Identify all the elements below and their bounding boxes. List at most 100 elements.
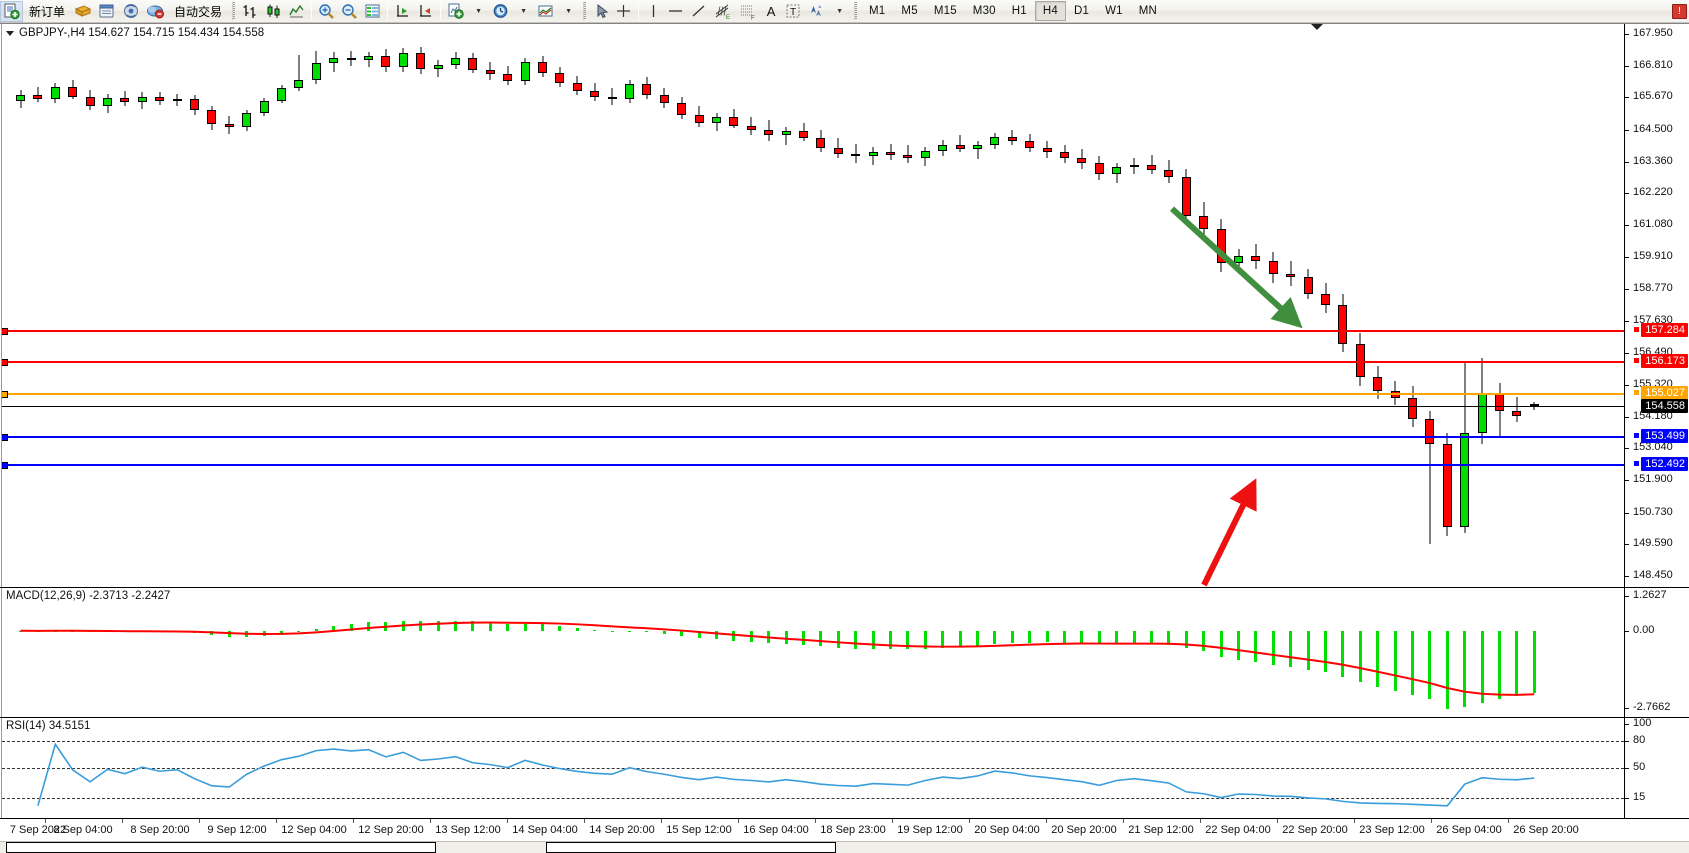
- candle-body: [16, 95, 25, 101]
- new-order-icon[interactable]: [0, 0, 23, 22]
- price-tick-label: 163.360: [1633, 154, 1673, 167]
- candle-body: [346, 57, 356, 61]
- candlestick: [1338, 24, 1348, 587]
- status-cell-left: [6, 842, 436, 853]
- timeframe-h4[interactable]: H4: [1034, 1, 1066, 21]
- periods-dropdown-caret[interactable]: ▼: [520, 7, 527, 15]
- macd-axis[interactable]: 1.2627 0.00 -2.7662: [1624, 588, 1689, 717]
- macd-histogram-bar: [645, 631, 649, 633]
- rsi-plot-area[interactable]: [2, 718, 1624, 818]
- timeframe-m30[interactable]: M30: [972, 5, 996, 17]
- text-label-icon[interactable]: T: [782, 1, 804, 22]
- equidistant-channel-icon[interactable]: E: [710, 1, 735, 22]
- macd-histogram-bar: [1219, 631, 1223, 657]
- toolbar-separator: [232, 2, 236, 20]
- templates-icon[interactable]: [534, 1, 557, 22]
- indicators-dropdown-caret[interactable]: ▼: [475, 7, 482, 15]
- macd-histogram-bar: [610, 631, 614, 633]
- zoom-out-icon[interactable]: [338, 1, 361, 22]
- price-tag-resistance-upper[interactable]: 157.284: [1633, 323, 1688, 338]
- price-plot-area[interactable]: [2, 24, 1624, 587]
- candle-body: [1268, 260, 1278, 275]
- svg-text:T: T: [790, 7, 796, 18]
- fibonacci-icon[interactable]: F: [735, 1, 760, 22]
- auto-trading-button[interactable]: 自动交易: [168, 1, 228, 22]
- timeframe-m15[interactable]: M15: [933, 5, 957, 17]
- terminal-icon[interactable]: [95, 1, 119, 22]
- timeframe-m5[interactable]: M5: [901, 5, 918, 17]
- indicators-icon[interactable]: [444, 1, 467, 22]
- time-axis[interactable]: 7 Sep 2022 8 Sep 04:00 8 Sep 20:00 9 Sep 12…: [0, 819, 1689, 842]
- candle-body: [1477, 393, 1487, 433]
- candle-wick: [785, 127, 787, 146]
- data-window-icon[interactable]: [361, 1, 384, 22]
- wallet-icon[interactable]: [71, 1, 95, 22]
- price-line-support-upper[interactable]: [2, 433, 1624, 441]
- candlestick-chart-icon[interactable]: [262, 1, 285, 22]
- price-axis[interactable]: 167.950 166.810 165.670 164.500 163.360 162.2…: [1624, 24, 1689, 587]
- price-line-pivot-level[interactable]: [2, 391, 1624, 399]
- price-line-support-lower[interactable]: [2, 461, 1624, 469]
- templates-dropdown-caret[interactable]: ▼: [565, 7, 572, 15]
- macd-histogram-bar: [123, 631, 127, 633]
- price-tag-current-price[interactable]: 154.558: [1641, 399, 1688, 414]
- price-tag-pivot-level[interactable]: 155.027: [1633, 386, 1688, 401]
- timeframe-m1[interactable]: M1: [869, 5, 886, 17]
- macd-histogram-bar: [262, 631, 266, 636]
- trendline-icon[interactable]: [687, 1, 710, 22]
- autotrading-icon[interactable]: [143, 1, 168, 22]
- auto-scroll-icon[interactable]: [391, 1, 414, 22]
- chart-shift-marker-icon[interactable]: [1311, 24, 1323, 30]
- price-line-handle[interactable]: [2, 461, 8, 469]
- chart-shift-icon[interactable]: [414, 1, 437, 22]
- price-tick-label: 150.730: [1633, 505, 1673, 518]
- metaquotes-id-icon[interactable]: [119, 1, 143, 22]
- shapes-arrows-icon[interactable]: [804, 1, 828, 22]
- price-line-resistance-lower[interactable]: [2, 359, 1624, 367]
- macd-histogram-bar: [419, 620, 423, 632]
- candlestick: [381, 24, 391, 587]
- price-line-handle[interactable]: [2, 328, 8, 336]
- price-line-resistance-upper[interactable]: [2, 328, 1624, 336]
- price-line-handle[interactable]: [2, 359, 8, 367]
- candlestick: [155, 24, 165, 587]
- text-icon[interactable]: A: [766, 3, 776, 19]
- candlestick: [607, 24, 617, 587]
- macd-pane[interactable]: MACD(12,26,9) -2.3713 -2.2427 1.2627 0.00…: [0, 588, 1689, 718]
- crosshair-icon[interactable]: [612, 1, 635, 22]
- vertical-line-icon[interactable]: [642, 1, 664, 22]
- chart-menu-caret-icon[interactable]: [6, 30, 14, 36]
- candle-body: [973, 145, 982, 150]
- candle-body: [538, 61, 547, 73]
- price-tag-support-lower[interactable]: 152.492: [1633, 456, 1688, 471]
- rsi-axis[interactable]: 100 80 50 15: [1624, 717, 1689, 818]
- time-tick: [45, 819, 46, 823]
- alert-badge-icon[interactable]: !: [1672, 3, 1687, 19]
- price-tag-support-upper[interactable]: 153.499: [1633, 428, 1688, 443]
- horizontal-line-icon[interactable]: [664, 1, 687, 22]
- zoom-in-icon[interactable]: [315, 1, 338, 22]
- timeframe-h1[interactable]: H1: [1011, 5, 1027, 17]
- price-tag-resistance-lower[interactable]: 156.173: [1633, 354, 1688, 369]
- price-line-handle[interactable]: [2, 391, 8, 399]
- candlestick: [433, 24, 443, 587]
- rsi-pane[interactable]: RSI(14) 34.5151 100 80 50 15: [0, 717, 1689, 819]
- timeframe-w1[interactable]: W1: [1105, 5, 1123, 17]
- new-order-button[interactable]: 新订单: [23, 1, 71, 22]
- cursor-icon[interactable]: [590, 1, 612, 22]
- macd-plot-area[interactable]: [2, 588, 1624, 717]
- bar-chart-icon[interactable]: [239, 1, 262, 22]
- time-axis-label: 26 Sep 20:00: [1513, 824, 1579, 836]
- candlestick: [1321, 24, 1330, 587]
- candle-body: [33, 95, 43, 100]
- shapes-dropdown-caret[interactable]: ▼: [836, 7, 843, 15]
- price-line-handle[interactable]: [2, 433, 8, 441]
- timeframe-mn[interactable]: MN: [1138, 5, 1158, 17]
- macd-histogram-bar: [332, 625, 336, 632]
- periods-icon[interactable]: [489, 1, 512, 22]
- price-pane[interactable]: GBPJPY-,H4 154.627 154.715 154.434 154.5…: [0, 24, 1689, 588]
- price-line-current-price[interactable]: [2, 406, 1624, 408]
- line-chart-icon[interactable]: [285, 1, 308, 22]
- timeframe-d1[interactable]: D1: [1074, 5, 1090, 17]
